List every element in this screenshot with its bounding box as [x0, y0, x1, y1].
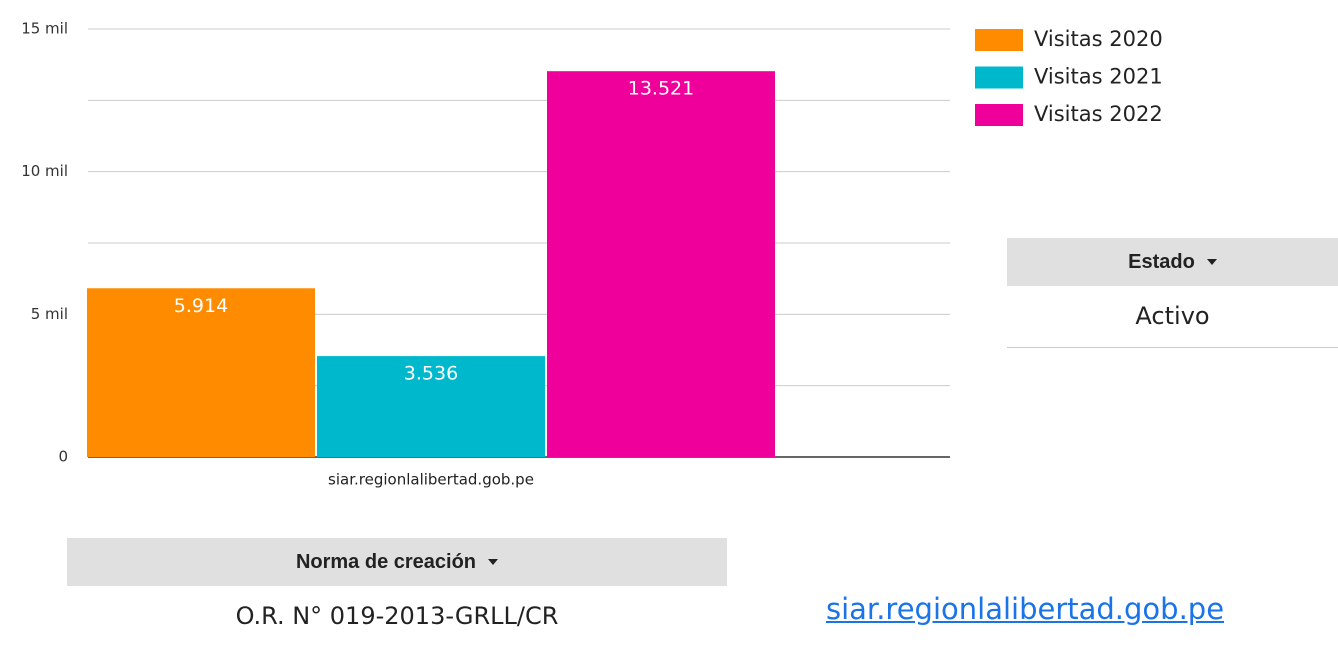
x-tick-label: siar.regionlalibertad.gob.pe [328, 471, 534, 489]
estado-header[interactable]: Estado [1007, 238, 1338, 286]
chart: 0 5 mil 10 mil 15 mil siar.regionlalibertad.… [21, 20, 1163, 489]
y-tick-label: 10 mil [21, 162, 68, 180]
value-label: 13.521 [628, 78, 694, 100]
site-link[interactable]: siar.regionlalibertad.gob.pe [826, 592, 1225, 626]
bar [317, 356, 545, 457]
norma-header[interactable]: Norma de creación [67, 538, 727, 586]
y-tick-label: 15 mil [21, 20, 68, 38]
norma-table: Norma de creación O.R. N° 019-2013-GRLL/… [67, 538, 727, 646]
dropdown-arrow [1206, 259, 1217, 265]
header-text: Estado [1128, 250, 1195, 273]
dropdown-arrow [488, 559, 499, 565]
header-text: Norma de creación [295, 550, 477, 573]
legend-swatch [975, 104, 1023, 126]
norma-value: O.R. N° 019-2013-GRLL/CR [235, 602, 559, 630]
bar [547, 71, 775, 457]
y-tick-label: 5 mil [31, 305, 68, 323]
value-label: 3.536 [404, 363, 458, 385]
bar [87, 288, 315, 457]
legend-swatch [975, 66, 1023, 89]
estado-table: Estado Activo [1007, 238, 1338, 348]
estado-value: Activo [1135, 302, 1210, 330]
y-tick-label: 0 [58, 448, 68, 466]
legend-swatch [975, 29, 1023, 51]
legend-label: Visitas 2020 [1034, 27, 1163, 51]
value-label: 5.914 [174, 295, 228, 317]
legend-label: Visitas 2022 [1034, 102, 1163, 126]
legend-label: Visitas 2021 [1034, 65, 1163, 89]
